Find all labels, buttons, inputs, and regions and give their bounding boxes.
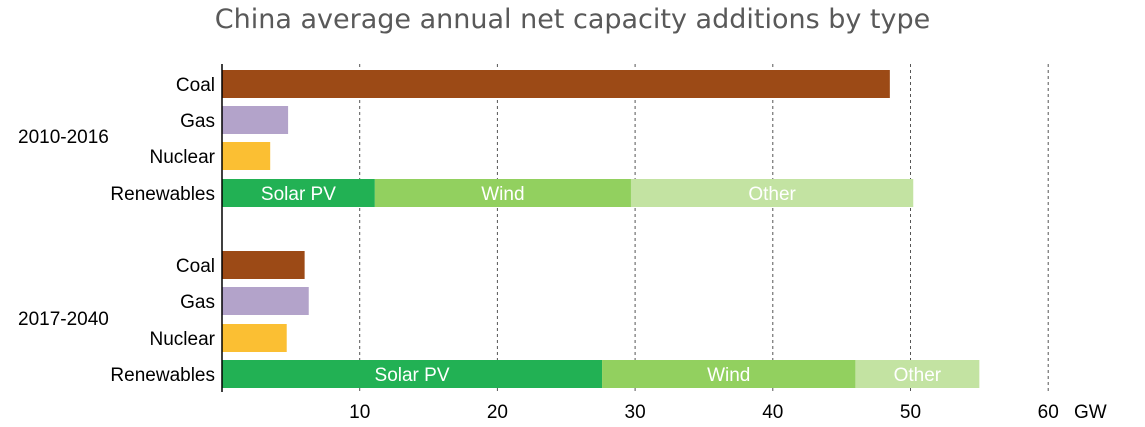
segment-label: Solar PV — [261, 184, 336, 205]
bar-segment-gas — [222, 106, 289, 134]
segment-label: Wind — [707, 365, 750, 386]
chart-title: China average annual net capacity additi… — [214, 4, 931, 35]
x-tick-label: 50 — [900, 402, 921, 423]
bar-segment-renewables — [222, 179, 375, 207]
bar-segment-nuclear — [222, 324, 287, 352]
category-label: Renewables — [110, 184, 215, 205]
x-tick-label: 40 — [762, 402, 783, 423]
bar-segment-nuclear — [222, 142, 271, 170]
category-label: Gas — [180, 111, 215, 132]
segment-label: Other — [748, 184, 796, 205]
bar-segment-renewables — [374, 179, 631, 207]
category-label: Gas — [180, 292, 215, 313]
group-label: 2017-2040 — [18, 309, 109, 330]
bar-segment-coal — [222, 251, 305, 279]
x-tick-label: 30 — [625, 402, 646, 423]
bar-segment-coal — [222, 70, 890, 98]
category-label: Nuclear — [150, 147, 216, 168]
bar-segment-gas — [222, 287, 309, 315]
bar-segment-renewables — [602, 360, 856, 388]
bar-segment-renewables — [222, 360, 603, 388]
category-label: Coal — [176, 256, 215, 277]
x-tick-label: 10 — [349, 402, 370, 423]
x-axis-unit: GW — [1074, 402, 1107, 423]
category-label: Coal — [176, 75, 215, 96]
x-tick-label: 60 — [1038, 402, 1059, 423]
bar-segment-renewables — [855, 360, 980, 388]
category-label: Renewables — [110, 365, 215, 386]
group-label: 2010-2016 — [18, 127, 109, 148]
segment-label: Other — [894, 365, 942, 386]
x-tick-label: 20 — [487, 402, 508, 423]
segment-label: Solar PV — [375, 365, 450, 386]
segment-label: Wind — [481, 184, 524, 205]
category-label: Nuclear — [150, 329, 216, 350]
bar-segment-renewables — [630, 179, 914, 207]
